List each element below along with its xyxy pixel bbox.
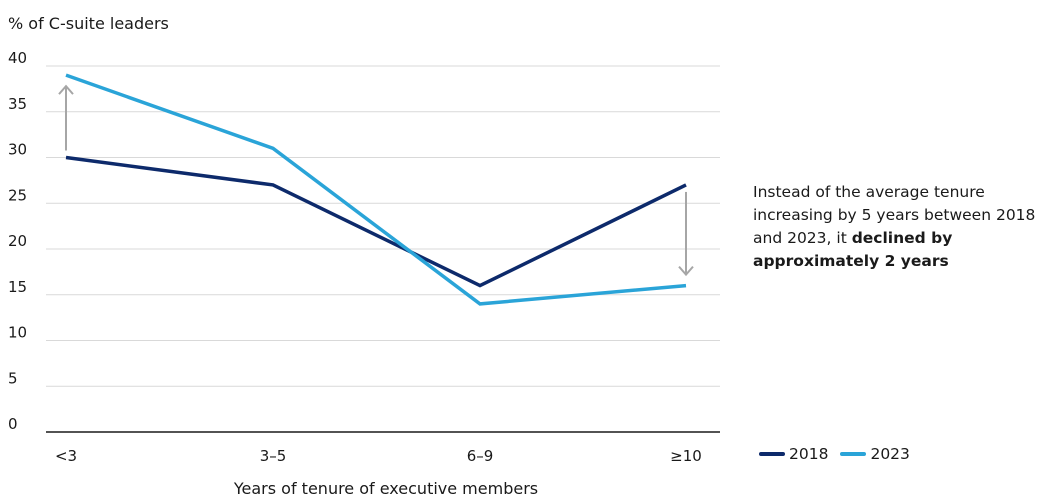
- x-tick-labels: <3 3–5 6–9 ≥10: [55, 447, 702, 465]
- y-tick-labels: 0 5 10 15 20 25 30 35 40: [8, 49, 27, 433]
- y-tick-label: 20: [8, 232, 27, 250]
- series-lines: [65, 73, 687, 306]
- x-tick-label: ≥10: [670, 447, 702, 465]
- annotation-text: Instead of the average tenure increasing…: [753, 181, 1053, 273]
- arrow-head: [678, 265, 694, 277]
- y-tick-label: 5: [8, 369, 18, 387]
- y-axis-title: % of C-suite leaders: [8, 14, 169, 33]
- series-line-2023: [65, 73, 687, 306]
- legend-swatch-2023: [840, 452, 867, 456]
- legend-label-2023: 2023: [870, 445, 910, 463]
- legend: 2018 2023: [759, 445, 922, 463]
- y-tick-label: 35: [8, 95, 27, 113]
- y-tick-label: 40: [8, 49, 27, 67]
- x-axis-title: Years of tenure of executive members: [233, 479, 538, 498]
- legend-item-2018: 2018: [759, 445, 828, 463]
- gridlines: [46, 65, 720, 433]
- y-tick-label: 15: [8, 278, 27, 296]
- x-tick-label: 6–9: [467, 447, 494, 465]
- x-tick-label: 3–5: [260, 447, 287, 465]
- y-tick-label: 30: [8, 141, 27, 159]
- arrow-head: [58, 84, 74, 95]
- y-tick-label: 10: [8, 324, 27, 342]
- legend-item-2023: 2023: [840, 445, 910, 463]
- series-line-2018: [65, 155, 687, 288]
- increase-arrow: [58, 84, 74, 151]
- legend-swatch-2018: [759, 452, 785, 456]
- y-tick-label: 0: [8, 415, 18, 433]
- change-arrows: [58, 84, 694, 277]
- decrease-arrow: [678, 191, 694, 277]
- annotation-bold: declined by approximately 2 years: [753, 229, 953, 270]
- annotation-normal: Instead of the average tenure increasing…: [753, 183, 1036, 247]
- legend-label-2018: 2018: [789, 445, 829, 463]
- y-tick-label: 25: [8, 186, 27, 204]
- x-tick-label: <3: [55, 447, 77, 465]
